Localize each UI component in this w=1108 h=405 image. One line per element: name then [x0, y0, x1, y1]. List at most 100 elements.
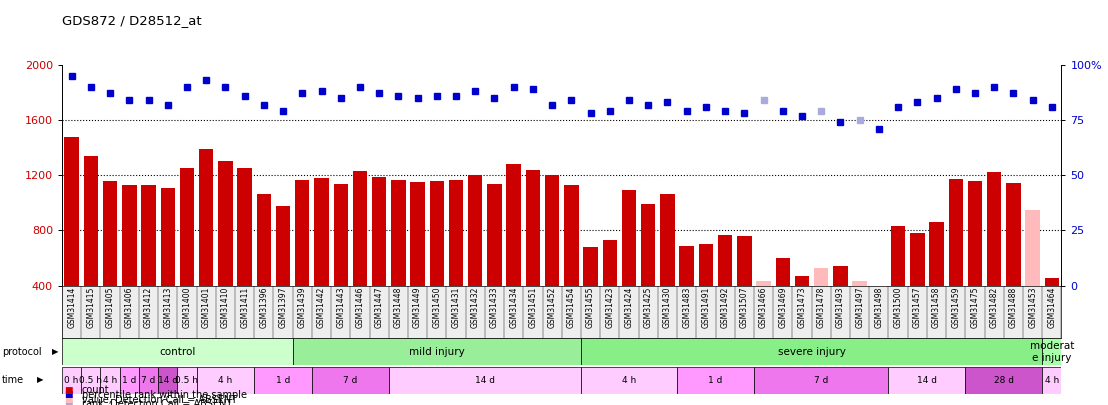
Text: GSM31396: GSM31396 — [259, 287, 268, 328]
Text: ■: ■ — [64, 400, 73, 405]
Bar — [776, 258, 790, 286]
Text: GSM31448: GSM31448 — [393, 287, 403, 328]
Bar — [794, 276, 809, 286]
Text: value, Detection Call = ABSENT: value, Detection Call = ABSENT — [82, 394, 237, 405]
Text: 0.5 h: 0.5 h — [80, 375, 102, 385]
Text: GSM31410: GSM31410 — [220, 287, 230, 328]
Bar — [948, 179, 963, 286]
Text: GSM31433: GSM31433 — [490, 287, 499, 328]
Text: GSM31459: GSM31459 — [952, 287, 961, 328]
Text: 1 d: 1 d — [708, 375, 722, 385]
Bar — [276, 206, 290, 286]
Text: GSM31457: GSM31457 — [913, 287, 922, 328]
Text: 4 h: 4 h — [103, 375, 117, 385]
Text: GSM31412: GSM31412 — [144, 287, 153, 328]
Bar — [142, 185, 156, 286]
Text: GSM31423: GSM31423 — [605, 287, 614, 328]
Bar — [753, 367, 889, 394]
Bar — [138, 367, 158, 394]
Bar — [122, 185, 136, 286]
Bar — [1006, 183, 1020, 286]
Text: 14 d: 14 d — [157, 375, 177, 385]
Bar — [177, 367, 196, 394]
Bar — [237, 168, 252, 286]
Bar — [1043, 338, 1061, 365]
Text: GSM31401: GSM31401 — [202, 287, 211, 328]
Bar — [257, 194, 271, 286]
Text: ■: ■ — [64, 390, 73, 399]
Bar — [196, 367, 254, 394]
Text: GSM31425: GSM31425 — [644, 287, 653, 328]
Bar — [84, 156, 99, 286]
Text: GSM31432: GSM31432 — [471, 287, 480, 328]
Bar — [889, 367, 965, 394]
Bar — [295, 180, 309, 286]
Bar — [1045, 278, 1059, 286]
Text: GSM31431: GSM31431 — [452, 287, 461, 328]
Bar — [757, 281, 771, 286]
Bar — [677, 367, 753, 394]
Text: GSM31491: GSM31491 — [701, 287, 710, 328]
Bar — [1025, 210, 1039, 286]
Text: GSM31458: GSM31458 — [932, 287, 941, 328]
Bar — [199, 149, 214, 286]
Text: ■: ■ — [64, 386, 73, 395]
Text: 7 d: 7 d — [814, 375, 829, 385]
Text: GSM31455: GSM31455 — [586, 287, 595, 328]
Text: percentile rank within the sample: percentile rank within the sample — [82, 390, 247, 400]
Bar — [814, 268, 829, 286]
Bar — [965, 367, 1043, 394]
Text: GSM31449: GSM31449 — [413, 287, 422, 328]
Text: mild injury: mild injury — [409, 347, 464, 357]
Bar — [699, 244, 714, 286]
Text: GSM31439: GSM31439 — [298, 287, 307, 328]
Bar — [718, 235, 732, 286]
Text: 4 h: 4 h — [218, 375, 233, 385]
Text: control: control — [160, 347, 195, 357]
Bar — [967, 181, 982, 286]
Text: ■: ■ — [64, 395, 73, 404]
Text: protocol: protocol — [2, 347, 42, 356]
Text: 28 d: 28 d — [994, 375, 1014, 385]
Bar — [506, 164, 521, 286]
Bar — [161, 188, 175, 286]
Bar — [449, 180, 463, 286]
Text: GSM31415: GSM31415 — [86, 287, 95, 328]
Text: GSM31507: GSM31507 — [740, 287, 749, 328]
Bar — [488, 184, 502, 286]
Text: GSM31452: GSM31452 — [547, 287, 556, 328]
Text: moderat
e injury: moderat e injury — [1029, 341, 1074, 362]
Bar — [179, 168, 194, 286]
Bar — [254, 367, 312, 394]
Bar — [581, 338, 1043, 365]
Text: ▶: ▶ — [52, 347, 59, 356]
Text: count: count — [82, 385, 110, 395]
Bar — [660, 194, 675, 286]
Bar — [410, 182, 424, 286]
Text: GSM31493: GSM31493 — [835, 287, 845, 328]
Bar — [312, 367, 389, 394]
Bar — [584, 247, 598, 286]
Text: GSM31405: GSM31405 — [105, 287, 114, 328]
Text: GSM31478: GSM31478 — [817, 287, 825, 328]
Text: 7 d: 7 d — [343, 375, 358, 385]
Bar — [852, 281, 866, 286]
Text: GSM31451: GSM31451 — [529, 287, 537, 328]
Text: GSM31498: GSM31498 — [874, 287, 883, 328]
Text: GSM31411: GSM31411 — [240, 287, 249, 328]
Text: severe injury: severe injury — [778, 347, 845, 357]
Text: 7 d: 7 d — [142, 375, 156, 385]
Bar — [1043, 367, 1061, 394]
Text: GSM31424: GSM31424 — [625, 287, 634, 328]
Text: GSM31434: GSM31434 — [510, 287, 519, 328]
Text: GSM31482: GSM31482 — [989, 287, 998, 328]
Text: GDS872 / D28512_at: GDS872 / D28512_at — [62, 14, 202, 27]
Bar — [334, 184, 348, 286]
Bar — [372, 177, 387, 286]
Bar — [315, 178, 329, 286]
Bar — [62, 367, 81, 394]
Text: 14 d: 14 d — [475, 375, 495, 385]
Text: 1 d: 1 d — [276, 375, 290, 385]
Bar — [872, 286, 886, 287]
Bar — [62, 338, 293, 365]
